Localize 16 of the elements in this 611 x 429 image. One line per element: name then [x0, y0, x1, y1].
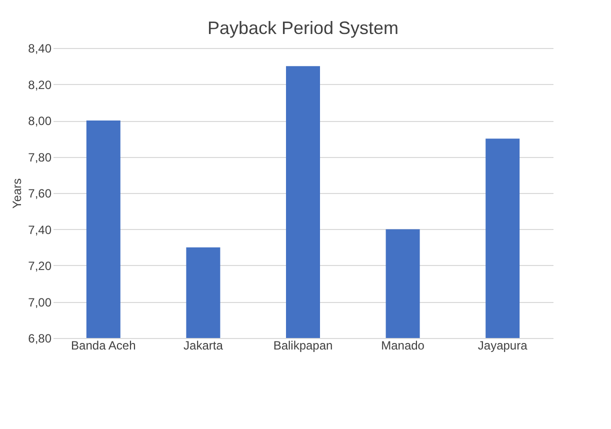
chart-title: Payback Period System	[207, 18, 399, 38]
y-tick-label: 8,00	[28, 114, 52, 128]
y-tick-label: 7,60	[28, 186, 52, 200]
x-tick-label: Jayapura	[478, 338, 528, 352]
y-tick-label: 8,40	[28, 42, 52, 56]
x-tick-label: Balikpapan	[273, 338, 333, 352]
y-axis-title: Years	[10, 178, 24, 209]
y-tick-label: 6,80	[28, 332, 52, 346]
y-tick-label: 7,80	[28, 150, 52, 164]
x-tick-label: Banda Aceh	[71, 338, 136, 352]
y-tick-label: 7,40	[28, 222, 52, 237]
x-tick-label: Manado	[381, 338, 425, 352]
y-tick-label: 7,00	[28, 295, 52, 310]
x-tick-label: Jakarta	[184, 338, 224, 352]
y-tick-label: 7,20	[28, 259, 52, 273]
y-tick-label: 8,20	[28, 78, 52, 92]
